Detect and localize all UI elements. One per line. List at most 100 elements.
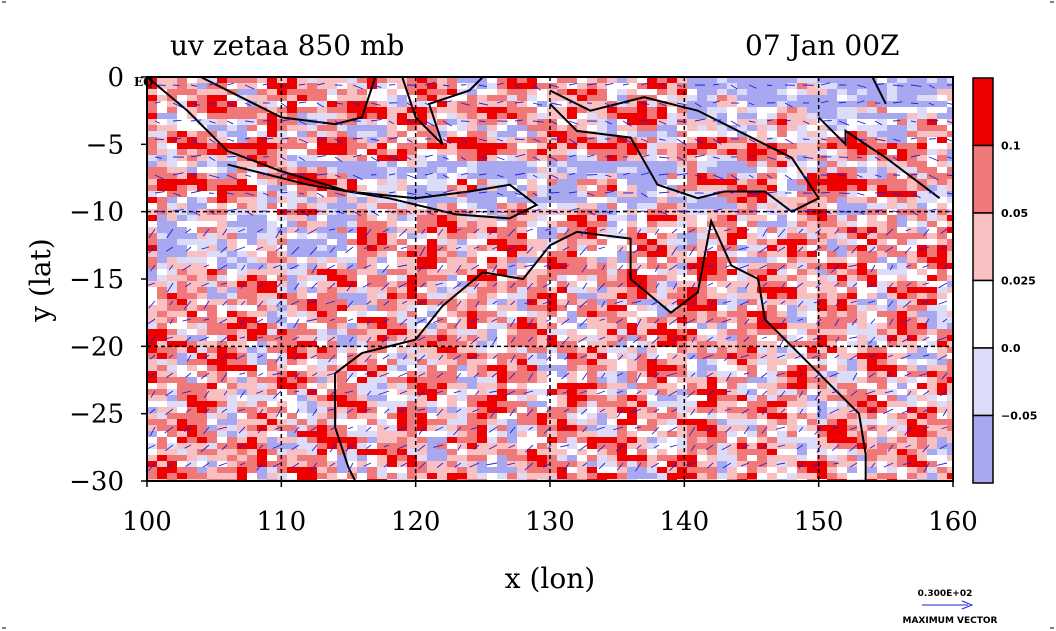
field-cell	[317, 443, 328, 450]
field-cell	[157, 311, 168, 318]
field-cell	[247, 359, 258, 366]
field-cell	[797, 341, 808, 348]
field-cell	[277, 347, 288, 354]
field-cell	[467, 197, 478, 204]
field-cell	[807, 263, 818, 270]
field-cell	[317, 425, 328, 432]
field-cell	[547, 341, 558, 348]
field-cell	[757, 131, 768, 138]
field-cell	[807, 221, 818, 228]
field-cell	[537, 95, 548, 102]
field-cell	[917, 275, 928, 282]
field-cell	[447, 197, 458, 204]
field-cell	[577, 287, 588, 294]
field-cell	[257, 149, 268, 156]
field-cell	[547, 173, 558, 180]
field-cell	[557, 119, 568, 126]
field-cell	[237, 275, 248, 282]
field-cell	[587, 143, 598, 150]
field-cell	[297, 143, 308, 150]
field-cell	[417, 83, 428, 90]
field-cell	[227, 407, 238, 414]
field-cell	[707, 383, 718, 390]
field-cell	[607, 359, 618, 366]
field-cell	[697, 365, 708, 372]
field-cell	[487, 371, 498, 378]
field-cell	[607, 431, 618, 438]
field-cell	[677, 335, 688, 342]
field-cell	[177, 215, 188, 222]
field-cell	[567, 203, 578, 210]
field-cell	[317, 311, 328, 318]
field-cell	[677, 227, 688, 234]
field-cell	[277, 383, 288, 390]
field-cell	[237, 89, 248, 96]
field-cell	[407, 221, 418, 228]
field-cell	[347, 305, 358, 312]
field-cell	[767, 305, 778, 312]
field-cell	[667, 95, 678, 102]
field-cell	[277, 77, 288, 84]
field-cell	[147, 287, 158, 294]
field-cell	[537, 281, 548, 288]
field-cell	[947, 275, 953, 282]
field-cell	[647, 263, 658, 270]
field-cell	[937, 155, 948, 162]
field-cell	[267, 443, 278, 450]
field-cell	[287, 257, 298, 264]
field-cell	[347, 347, 358, 354]
field-cell	[687, 245, 698, 252]
field-cell	[217, 251, 228, 258]
field-cell	[427, 311, 438, 318]
field-cell	[267, 419, 278, 426]
field-cell	[367, 311, 378, 318]
field-cell	[187, 317, 198, 324]
field-cell	[567, 209, 578, 216]
field-cell	[307, 377, 318, 384]
field-cell	[387, 125, 398, 132]
field-cell	[467, 143, 478, 150]
field-cell	[457, 323, 468, 330]
field-cell	[277, 413, 288, 420]
field-cell	[387, 215, 398, 222]
field-cell	[467, 317, 478, 324]
field-cell	[357, 95, 368, 102]
field-cell	[677, 347, 688, 354]
field-cell	[337, 245, 348, 252]
field-cell	[497, 161, 508, 168]
field-cell	[377, 407, 388, 414]
field-cell	[237, 419, 248, 426]
field-cell	[357, 215, 368, 222]
field-cell	[177, 425, 188, 432]
field-cell	[517, 143, 528, 150]
field-cell	[717, 149, 728, 156]
field-cell	[797, 239, 808, 246]
field-cell	[757, 425, 768, 432]
field-cell	[917, 155, 928, 162]
field-cell	[537, 263, 548, 270]
field-cell	[857, 221, 868, 228]
field-cell	[387, 335, 398, 342]
field-cell	[947, 101, 953, 108]
field-cell	[167, 155, 178, 162]
field-cell	[327, 275, 338, 282]
field-cell	[227, 119, 238, 126]
field-cell	[527, 215, 538, 222]
field-cell	[167, 293, 178, 300]
field-cell	[587, 419, 598, 426]
field-cell	[507, 251, 518, 258]
field-cell	[167, 221, 178, 228]
field-cell	[677, 359, 688, 366]
field-cell	[357, 209, 368, 216]
field-cell	[617, 365, 628, 372]
field-cell	[857, 413, 868, 420]
field-cell	[937, 149, 948, 156]
field-cell	[777, 89, 788, 96]
field-cell	[447, 431, 458, 438]
field-cell	[877, 251, 888, 258]
field-cell	[637, 305, 648, 312]
field-cell	[677, 131, 688, 138]
field-cell	[267, 197, 278, 204]
field-cell	[437, 323, 448, 330]
field-cell	[937, 143, 948, 150]
